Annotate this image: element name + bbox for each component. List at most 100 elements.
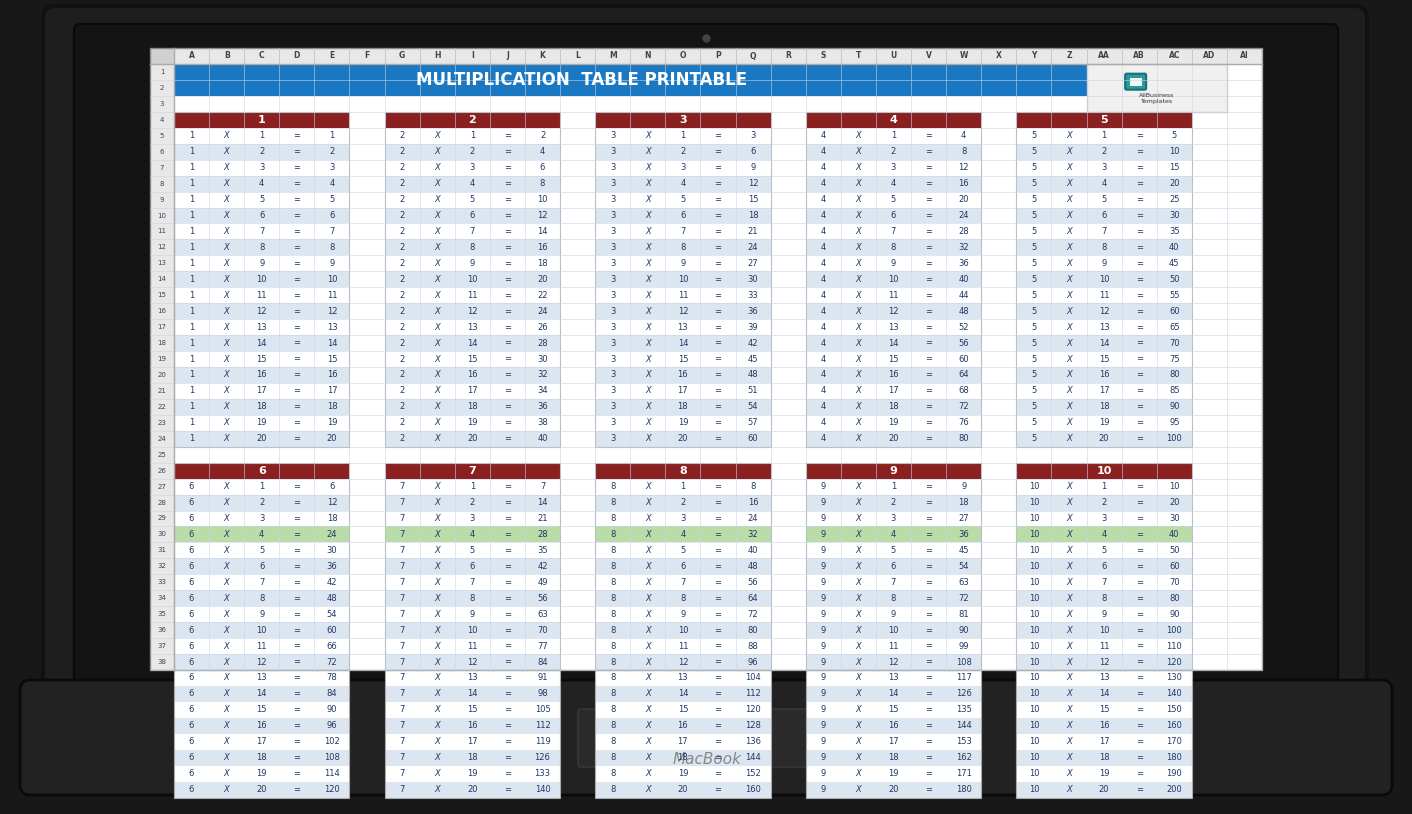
Bar xyxy=(384,527,561,542)
Text: 7: 7 xyxy=(400,514,405,523)
Bar xyxy=(806,319,981,335)
Text: =: = xyxy=(714,610,722,619)
Text: =: = xyxy=(504,131,511,140)
Text: 72: 72 xyxy=(326,658,337,667)
Text: 4: 4 xyxy=(470,179,474,188)
Text: 7: 7 xyxy=(539,482,545,491)
Text: X: X xyxy=(856,355,861,364)
Bar xyxy=(1017,702,1192,718)
Text: 35: 35 xyxy=(1169,227,1179,236)
Text: =: = xyxy=(714,291,722,300)
Text: 4: 4 xyxy=(820,307,826,316)
Text: AA: AA xyxy=(1099,51,1110,60)
Text: 8: 8 xyxy=(610,673,616,682)
Text: E: E xyxy=(329,51,335,60)
Text: 2: 2 xyxy=(400,339,405,348)
Text: X: X xyxy=(223,546,230,555)
Text: 7: 7 xyxy=(400,737,405,746)
Bar xyxy=(596,112,771,128)
Text: 15: 15 xyxy=(678,355,688,364)
Text: =: = xyxy=(294,786,301,794)
Text: 48: 48 xyxy=(326,593,337,602)
Text: 16: 16 xyxy=(467,721,477,730)
Text: 11: 11 xyxy=(326,291,337,300)
Text: 9: 9 xyxy=(820,706,826,715)
Text: 2: 2 xyxy=(400,387,405,396)
Text: =: = xyxy=(504,706,511,715)
Text: X: X xyxy=(856,482,861,491)
Text: 16: 16 xyxy=(678,370,688,379)
Text: 3: 3 xyxy=(681,163,686,172)
Text: 6: 6 xyxy=(189,706,195,715)
Bar xyxy=(384,654,561,670)
Bar xyxy=(174,176,350,191)
Text: =: = xyxy=(925,131,932,140)
Text: 12: 12 xyxy=(1099,658,1110,667)
Text: 3: 3 xyxy=(681,514,686,523)
Text: =: = xyxy=(925,689,932,698)
Text: 4: 4 xyxy=(820,163,826,172)
Text: =: = xyxy=(714,179,722,188)
Text: 13: 13 xyxy=(467,673,477,682)
Text: =: = xyxy=(1135,322,1142,331)
Text: =: = xyxy=(1135,658,1142,667)
Text: 13: 13 xyxy=(257,322,267,331)
Text: 102: 102 xyxy=(325,737,340,746)
Text: 15: 15 xyxy=(748,195,758,204)
Text: 14: 14 xyxy=(1099,339,1110,348)
Text: 7: 7 xyxy=(400,689,405,698)
Text: 8: 8 xyxy=(610,737,616,746)
Text: 15: 15 xyxy=(1169,163,1179,172)
Text: 55: 55 xyxy=(1169,291,1179,300)
Bar xyxy=(1017,527,1192,542)
Text: X: X xyxy=(1066,243,1072,252)
Text: 9: 9 xyxy=(820,626,826,635)
Text: 9: 9 xyxy=(681,259,686,268)
Text: 9: 9 xyxy=(820,610,826,619)
Text: =: = xyxy=(294,195,301,204)
Text: X: X xyxy=(645,562,651,571)
Text: 11: 11 xyxy=(1099,291,1110,300)
Text: =: = xyxy=(925,387,932,396)
Text: M: M xyxy=(609,51,617,60)
Text: =: = xyxy=(294,339,301,348)
Text: 8: 8 xyxy=(610,546,616,555)
Bar xyxy=(1017,654,1192,670)
Text: 18: 18 xyxy=(257,402,267,411)
Text: X: X xyxy=(856,195,861,204)
Text: 7: 7 xyxy=(258,227,264,236)
Text: Y: Y xyxy=(1031,51,1036,60)
Text: =: = xyxy=(504,578,511,587)
Bar xyxy=(596,224,771,239)
Text: =: = xyxy=(294,163,301,172)
Text: =: = xyxy=(714,434,722,444)
Text: 28: 28 xyxy=(959,227,969,236)
Text: X: X xyxy=(1066,514,1072,523)
Text: X: X xyxy=(435,706,441,715)
Text: 5: 5 xyxy=(1031,418,1036,427)
Text: X: X xyxy=(645,498,651,507)
Text: X: X xyxy=(1066,786,1072,794)
Bar xyxy=(384,718,561,733)
Text: 18: 18 xyxy=(959,498,969,507)
Bar xyxy=(596,367,771,383)
Text: =: = xyxy=(504,530,511,539)
Text: X: X xyxy=(856,147,861,156)
Text: =: = xyxy=(1135,786,1142,794)
Text: X: X xyxy=(645,482,651,491)
Text: X: X xyxy=(645,673,651,682)
Text: 20: 20 xyxy=(1169,498,1179,507)
Text: 6: 6 xyxy=(160,149,164,155)
Text: =: = xyxy=(294,370,301,379)
Text: 17: 17 xyxy=(888,387,899,396)
Text: 36: 36 xyxy=(748,307,758,316)
Text: 2: 2 xyxy=(160,85,164,91)
Bar xyxy=(596,271,771,287)
Text: 9: 9 xyxy=(820,514,826,523)
Text: X: X xyxy=(645,370,651,379)
Text: X: X xyxy=(1066,227,1072,236)
Text: X: X xyxy=(1066,179,1072,188)
Text: 50: 50 xyxy=(1169,275,1179,284)
Text: =: = xyxy=(1135,211,1142,220)
Bar xyxy=(384,702,561,718)
